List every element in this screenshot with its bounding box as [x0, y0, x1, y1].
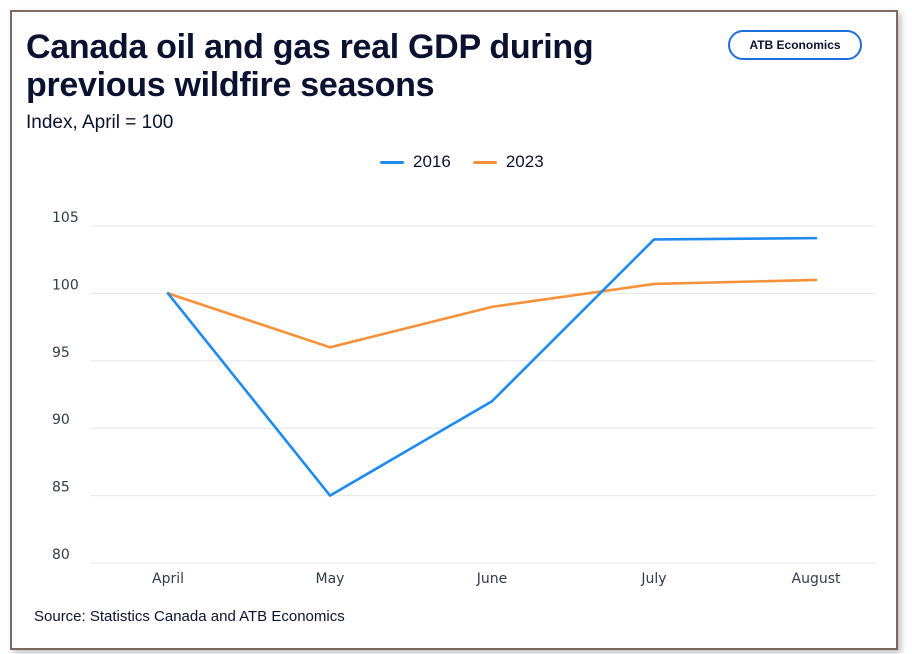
y-axis-ticks: 80 85 90 95 100 105 [52, 210, 79, 563]
x-tick-label-july: July [640, 571, 666, 587]
legend-item-2023: 2023 [472, 152, 544, 172]
x-tick-label-april: April [152, 571, 184, 587]
legend-swatch-2016 [380, 160, 404, 164]
y-tick-label-90: 90 [52, 412, 70, 428]
x-axis-ticks: April May June July August [152, 571, 841, 587]
series-line-2016 [166, 236, 818, 497]
chart-card [10, 10, 898, 650]
y-tick-label-95: 95 [52, 345, 70, 361]
series-line-2023 [166, 278, 818, 349]
y-tick-label-85: 85 [52, 480, 70, 496]
source-note: Source: Statistics Canada and ATB Econom… [34, 608, 345, 625]
atb-economics-badge: ATB Economics [728, 30, 862, 60]
y-tick-label-80: 80 [52, 547, 70, 563]
series-lines [166, 236, 818, 497]
x-tick-label-may: May [316, 571, 345, 587]
legend-swatch-2023 [472, 160, 497, 164]
chart-title: Canada oil and gas real GDP during previ… [26, 28, 594, 104]
y-tick-label-105: 105 [52, 210, 79, 226]
chart-legend: 2016 2023 [380, 152, 544, 172]
legend-label-2016: 2016 [413, 152, 451, 171]
grid-lines [90, 225, 875, 564]
legend-item-2016: 2016 [380, 152, 451, 172]
y-tick-label-100: 100 [52, 277, 79, 293]
legend-label-2023: 2023 [505, 152, 544, 171]
x-tick-label-august: August [792, 571, 842, 587]
x-tick-label-june: June [476, 571, 508, 587]
chart-subtitle: Index, April = 100 [26, 112, 174, 133]
